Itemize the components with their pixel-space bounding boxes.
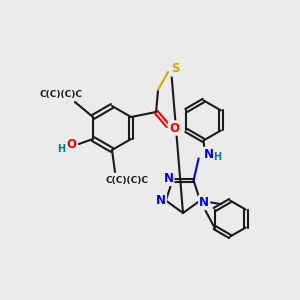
Text: H: H xyxy=(57,144,65,154)
Text: N: N xyxy=(156,194,166,207)
Text: N: N xyxy=(199,196,209,209)
Text: N: N xyxy=(204,148,214,161)
Text: O: O xyxy=(169,122,179,134)
Text: C(C)(C)C: C(C)(C)C xyxy=(106,176,148,184)
Text: O: O xyxy=(66,139,76,152)
Text: N: N xyxy=(164,172,173,185)
Text: C(C)(C)C: C(C)(C)C xyxy=(39,89,82,98)
Text: S: S xyxy=(171,62,179,76)
Text: H: H xyxy=(214,152,222,162)
